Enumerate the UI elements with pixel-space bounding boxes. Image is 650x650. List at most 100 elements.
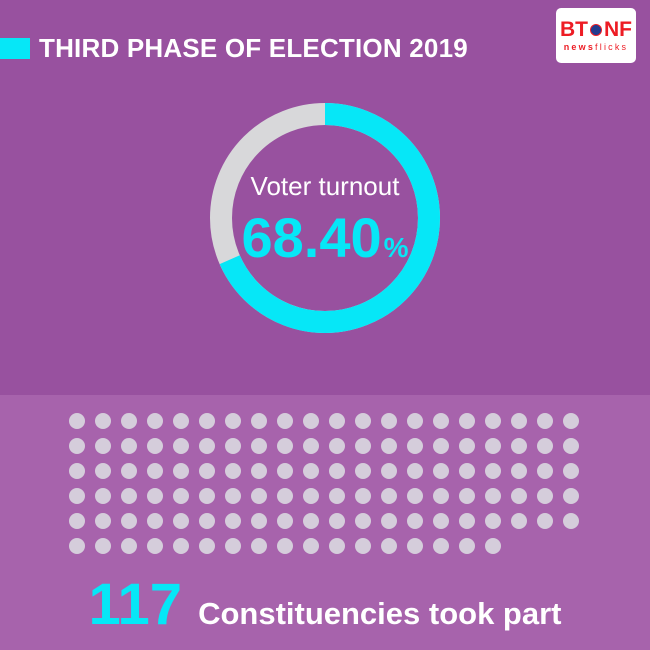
constituency-dot — [485, 488, 501, 504]
constituency-dot — [173, 513, 189, 529]
constituency-dot — [95, 538, 111, 554]
turnout-label: Voter turnout — [250, 170, 400, 201]
constituency-dot — [511, 438, 527, 454]
constituency-dot — [433, 463, 449, 479]
constituency-dot — [537, 413, 553, 429]
constituency-dot — [199, 413, 215, 429]
constituency-dot — [121, 463, 137, 479]
constituency-dot — [303, 463, 319, 479]
constituency-dot — [381, 413, 397, 429]
donut-value-arc — [210, 103, 440, 333]
constituency-dot — [199, 438, 215, 454]
constituency-dot — [251, 488, 267, 504]
bottom-section: 117 Constituencies took part — [0, 395, 650, 650]
title-wrap: THIRD PHASE OF ELECTION 2019 — [0, 33, 468, 64]
constituency-dot — [251, 463, 267, 479]
logo-wordmark: BT NF — [560, 19, 632, 40]
constituency-dot — [459, 463, 475, 479]
constituency-dot — [277, 488, 293, 504]
constituency-dot — [95, 438, 111, 454]
btnf-logo: BT NF newsflicks — [556, 8, 636, 63]
constituency-dot — [69, 513, 85, 529]
constituency-dot — [563, 438, 579, 454]
constituency-dot — [199, 463, 215, 479]
constituency-dot — [303, 513, 319, 529]
constituency-dot — [537, 438, 553, 454]
title-marker — [0, 38, 30, 59]
constituency-dots-grid — [69, 413, 581, 554]
constituency-dot — [199, 538, 215, 554]
constituency-dot — [173, 538, 189, 554]
constituency-dot — [563, 463, 579, 479]
constituency-dot — [225, 513, 241, 529]
constituency-dot — [121, 513, 137, 529]
globe-target-icon — [590, 23, 602, 36]
constituency-dot — [95, 413, 111, 429]
constituency-dot — [69, 463, 85, 479]
constituency-dot — [121, 438, 137, 454]
constituency-dot — [459, 438, 475, 454]
constituency-dot — [121, 413, 137, 429]
logo-nf-text: NF — [604, 18, 632, 41]
constituency-dot — [225, 438, 241, 454]
constituency-dot — [407, 488, 423, 504]
constituency-dot — [459, 513, 475, 529]
constituency-dot — [277, 513, 293, 529]
constituency-dot — [251, 538, 267, 554]
constituency-dot — [485, 463, 501, 479]
constituency-dot — [329, 513, 345, 529]
constituency-dot — [511, 463, 527, 479]
constituency-dot — [147, 538, 163, 554]
constituency-dot — [95, 513, 111, 529]
constituency-dot — [485, 438, 501, 454]
constituency-count: 117 — [88, 572, 183, 637]
constituency-dot — [147, 513, 163, 529]
constituency-dot — [381, 538, 397, 554]
constituency-dot — [303, 413, 319, 429]
constituency-dot — [381, 438, 397, 454]
constituency-label: Constituencies took part — [198, 596, 562, 631]
constituency-dot — [251, 413, 267, 429]
constituency-dot — [485, 413, 501, 429]
constituency-dot — [355, 463, 371, 479]
constituency-dot — [225, 488, 241, 504]
turnout-value: 68.40 — [241, 205, 382, 269]
constituency-dot — [329, 488, 345, 504]
top-section: THIRD PHASE OF ELECTION 2019 BT NF newsf… — [0, 0, 650, 333]
constituency-dot — [329, 538, 345, 554]
constituency-dot — [355, 538, 371, 554]
constituency-dot — [277, 438, 293, 454]
constituency-dot — [381, 488, 397, 504]
logo-subtitle-light: flicks — [595, 42, 629, 52]
constituency-caption: 117 Constituencies took part — [0, 576, 650, 634]
constituency-dot — [199, 513, 215, 529]
constituency-dot — [329, 413, 345, 429]
page-title: THIRD PHASE OF ELECTION 2019 — [39, 33, 468, 63]
constituency-dot — [433, 438, 449, 454]
constituency-dot — [251, 513, 267, 529]
constituency-dot — [69, 488, 85, 504]
logo-bt-text: BT — [560, 18, 588, 41]
constituency-dot — [511, 513, 527, 529]
constituency-dot — [381, 463, 397, 479]
constituency-dot — [69, 538, 85, 554]
constituency-dot — [277, 463, 293, 479]
constituency-dot — [433, 413, 449, 429]
constituency-dot — [485, 513, 501, 529]
constituency-dot — [225, 538, 241, 554]
constituency-dot — [459, 413, 475, 429]
constituency-dot — [95, 488, 111, 504]
constituency-dot — [147, 438, 163, 454]
constituency-dot — [511, 488, 527, 504]
constituency-dot — [329, 438, 345, 454]
constituency-dot — [433, 538, 449, 554]
constituency-dot — [225, 463, 241, 479]
constituency-dot — [459, 538, 475, 554]
constituency-dot — [173, 488, 189, 504]
constituency-dot — [355, 488, 371, 504]
constituency-dot — [407, 463, 423, 479]
constituency-dot — [303, 538, 319, 554]
header: THIRD PHASE OF ELECTION 2019 BT NF newsf… — [0, 0, 650, 64]
constituency-dot — [563, 513, 579, 529]
